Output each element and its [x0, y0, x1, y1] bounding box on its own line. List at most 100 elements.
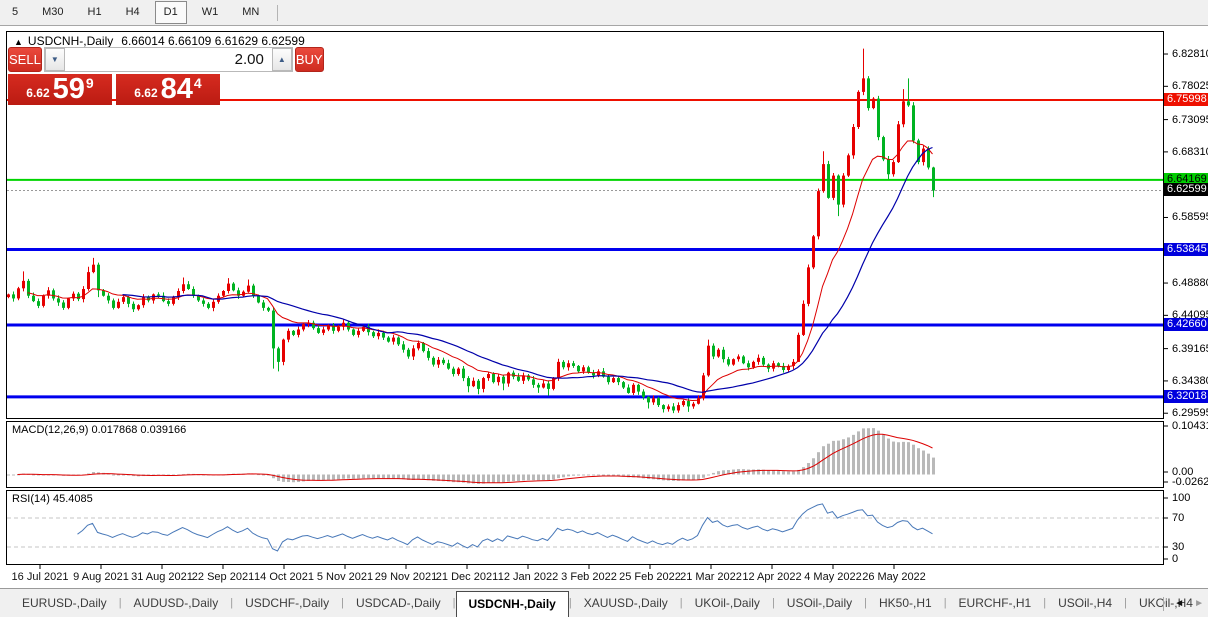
tab-usdcnh-daily[interactable]: USDCNH-,Daily: [455, 590, 569, 617]
candle-body: [487, 374, 490, 379]
candle-body: [762, 357, 765, 365]
macd-histogram-bar: [427, 474, 430, 481]
tab-eurchf-h1[interactable]: EURCHF-,H1: [958, 596, 1032, 610]
tab-scroll-right-icon[interactable]: ►: [1194, 598, 1204, 609]
tab-usdchf-daily[interactable]: USDCHF-,Daily: [245, 596, 330, 610]
macd-histogram-bar: [422, 474, 425, 480]
candle-body: [97, 264, 100, 291]
timeframe-toolbar: 5 M30 H1 H4 D1 W1 MN: [0, 0, 1208, 26]
date-axis-label: 25 Feb 2022: [619, 571, 681, 583]
macd-histogram-bar: [687, 474, 690, 481]
macd-histogram-bar: [452, 474, 455, 483]
candle-body: [517, 376, 520, 381]
candle-body: [747, 363, 750, 368]
macd-histogram-bar: [667, 474, 670, 481]
macd-histogram-bar: [807, 463, 810, 475]
macd-histogram-bar: [622, 474, 625, 477]
timeframe-button-w1[interactable]: W1: [201, 6, 219, 18]
sell-price-tile[interactable]: 6.62 59 9: [8, 74, 112, 105]
candle-body: [812, 236, 815, 268]
candle-body: [312, 322, 315, 329]
sell-button[interactable]: SELL: [8, 47, 42, 72]
candle-body: [822, 164, 825, 192]
tab-usoil-daily[interactable]: USOil-,Daily: [786, 596, 853, 610]
candle-body: [592, 372, 595, 376]
candle-body: [677, 405, 680, 411]
candle-body: [877, 98, 880, 138]
tab-eurusd-daily[interactable]: EURUSD-,Daily: [22, 596, 107, 610]
candle-body: [617, 378, 620, 383]
volume-input[interactable]: [64, 48, 272, 71]
tab-separator: |: [1124, 597, 1127, 609]
candle-body: [427, 351, 430, 358]
macd-histogram-bar: [697, 474, 700, 480]
macd-histogram-bar: [512, 474, 515, 482]
macd-histogram-bar: [627, 474, 630, 478]
tab-usdcad-daily[interactable]: USDCAD-,Daily: [355, 596, 441, 610]
timeframe-button-h1[interactable]: H1: [87, 6, 102, 18]
tab-separator: |: [679, 597, 683, 609]
candle-body: [507, 372, 510, 384]
tab-separator: |: [568, 597, 572, 609]
macd-histogram-bar: [597, 474, 600, 476]
chart-ohlc-values: 6.66014 6.66109 6.61629 6.62599: [121, 34, 305, 48]
macd-histogram-bar: [867, 428, 870, 475]
macd-histogram-bar: [122, 474, 125, 476]
candle-body: [367, 326, 370, 333]
tab-scroll-left-icon[interactable]: ◄: [1174, 598, 1185, 609]
candle-body: [907, 101, 910, 106]
ma-slow-line: [122, 146, 933, 393]
buy-price-big: 84: [160, 73, 193, 105]
tab-xauusd-daily[interactable]: XAUUSD-,Daily: [583, 596, 668, 610]
tab-usoil-h4[interactable]: USOil-,H4: [1058, 596, 1113, 610]
tab-hk50-h1[interactable]: HK50-,H1: [879, 596, 932, 610]
candle-body: [477, 380, 480, 389]
macd-histogram-bar: [37, 474, 40, 476]
candle-body: [722, 349, 725, 360]
volume-increase-button[interactable]: ▲: [271, 48, 292, 71]
candle-body: [562, 361, 565, 368]
macd-histogram-bar: [317, 474, 320, 481]
macd-histogram-bar: [322, 474, 325, 481]
candle-body: [927, 148, 930, 168]
macd-histogram-bar: [517, 474, 520, 481]
candle-body: [612, 378, 615, 383]
candle-body: [167, 301, 170, 304]
candle-body: [657, 398, 660, 406]
candle-body: [357, 330, 360, 335]
candle-body: [402, 344, 405, 350]
timeframe-button-mn[interactable]: MN: [242, 6, 260, 18]
buy-button[interactable]: BUY: [294, 47, 324, 72]
buy-price-tile[interactable]: 6.62 84 4: [116, 74, 220, 105]
macd-histogram-bar: [292, 474, 295, 483]
candle-body: [467, 378, 470, 387]
candle-body: [247, 285, 250, 292]
candle-body: [282, 339, 285, 362]
candle-body: [42, 295, 45, 306]
candle-body: [752, 361, 755, 368]
macd-histogram-bar: [862, 428, 865, 475]
candle-body: [897, 124, 900, 163]
candle-body: [582, 367, 585, 372]
candle-body: [807, 267, 810, 304]
timeframe-button-m30[interactable]: M30: [42, 6, 64, 18]
volume-decrease-button[interactable]: ▼: [44, 48, 65, 71]
timeframe-button-h4[interactable]: H4: [125, 6, 140, 18]
tab-audusd-daily[interactable]: AUDUSD-,Daily: [133, 596, 219, 610]
timeframe-button-5[interactable]: 5: [12, 6, 19, 18]
candle-body: [77, 293, 80, 300]
candle-body: [787, 365, 790, 370]
macd-histogram-bar: [617, 474, 620, 477]
macd-histogram-bar: [582, 474, 585, 476]
collapse-panel-icon[interactable]: ▲: [14, 37, 23, 47]
macd-histogram-bar: [362, 474, 365, 479]
tab-separator: |: [1043, 597, 1047, 609]
tab-ukoil-daily[interactable]: UKOil-,Daily: [694, 596, 760, 610]
macd-histogram-bar: [672, 474, 675, 481]
candle-body: [197, 295, 200, 301]
tab-ukoil-h4[interactable]: UKOil-,H4: [1138, 596, 1193, 610]
macd-histogram-bar: [327, 474, 330, 480]
timeframe-button-d1[interactable]: D1: [154, 1, 187, 24]
candle-body: [667, 406, 670, 410]
macd-histogram-bar: [367, 474, 370, 479]
